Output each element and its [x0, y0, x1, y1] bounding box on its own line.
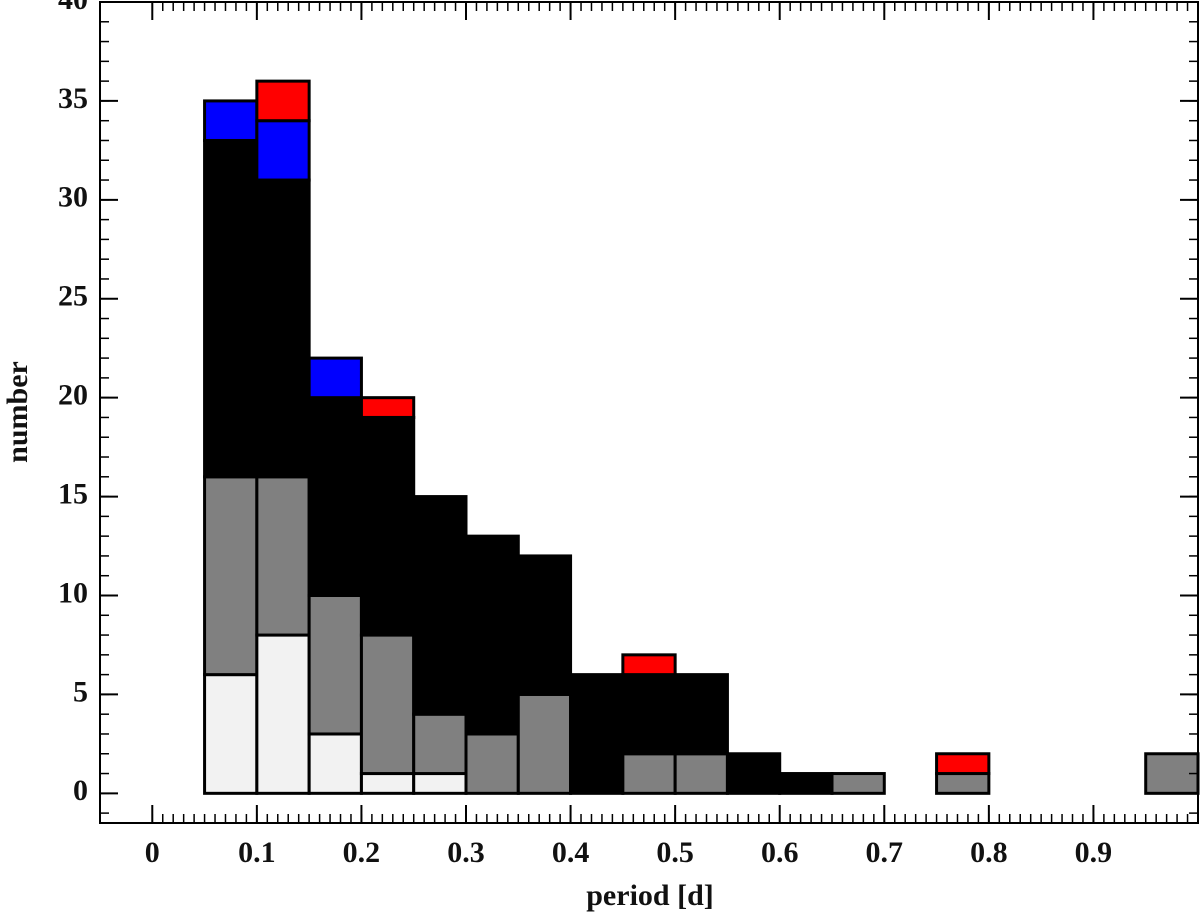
bar-segment: [464, 732, 520, 795]
bar-segment: [255, 633, 311, 795]
bar-segment: [673, 673, 729, 756]
x-tick-label: 0.1: [238, 836, 276, 869]
plot-frame: [99, 1, 1199, 824]
bar-segment: [621, 653, 677, 677]
bar-segment: [307, 356, 363, 400]
bar-segment: [255, 119, 311, 182]
bar-segment: [255, 178, 311, 479]
bar-segment: [621, 752, 677, 795]
x-tick-label: 0: [145, 836, 160, 869]
y-tick-label: 30: [58, 181, 88, 214]
bar-segment: [203, 99, 259, 142]
bar-segment: [935, 752, 991, 776]
bar-segment: [359, 772, 416, 795]
bar-segment: [255, 79, 311, 123]
y-tick-label: 15: [58, 477, 88, 510]
y-tick-label: 40: [58, 0, 88, 16]
bar-segment: [935, 772, 991, 795]
x-tick-label: 0.3: [447, 836, 485, 869]
bar-segment: [412, 712, 468, 776]
bar-segment: [412, 495, 468, 716]
bar-segment: [673, 752, 729, 795]
x-tick-label: 0.2: [343, 836, 381, 869]
bar-segment: [516, 554, 573, 696]
y-tick-label: 20: [58, 379, 88, 412]
bar-segment: [830, 772, 886, 795]
x-tick-label: 0.7: [866, 836, 904, 869]
bar-segment: [359, 396, 416, 419]
bar-segment: [621, 673, 677, 756]
bar-segment: [307, 732, 363, 795]
x-tick-label: 0.5: [656, 836, 694, 869]
bar-segment: [725, 752, 782, 795]
bar-segment: [359, 633, 416, 776]
bar-segment: [255, 475, 311, 637]
y-tick-label: 35: [58, 82, 88, 115]
x-axis-label: period [d]: [586, 879, 714, 912]
bar-segment: [569, 673, 625, 795]
y-tick-label: 25: [58, 280, 88, 313]
bar-segment: [203, 138, 259, 479]
y-tick-label: 5: [73, 675, 88, 708]
y-axis-label: number: [1, 361, 34, 463]
x-tick-label: 0.8: [970, 836, 1008, 869]
bar-segment: [516, 692, 573, 795]
bar-segment: [307, 593, 363, 736]
y-tick-label: 0: [73, 774, 88, 807]
bar-segment: [307, 396, 363, 597]
bar-segment: [359, 415, 416, 637]
bar-segment: [412, 772, 468, 795]
y-tick-label: 10: [58, 576, 88, 609]
x-tick-label: 0.6: [761, 836, 799, 869]
bar-segment: [464, 534, 520, 736]
bar-segment: [778, 772, 834, 795]
x-tick-label: 0.4: [552, 836, 590, 869]
bar-segment: [203, 673, 259, 795]
x-tick-label: 0.9: [1075, 836, 1113, 869]
bar-segment: [203, 475, 259, 677]
